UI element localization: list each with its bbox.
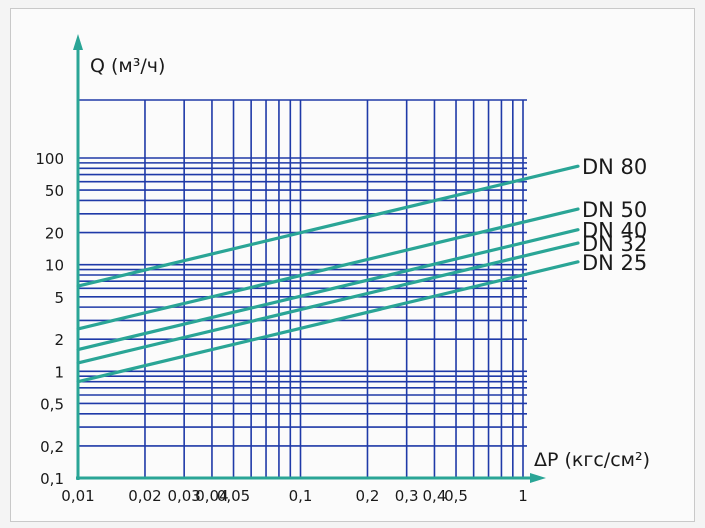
series-line-dn-80	[76, 164, 580, 288]
y-tick-label: 1	[54, 363, 64, 381]
x-tick-label: 0,05	[217, 487, 250, 505]
x-axis-arrow	[530, 473, 546, 483]
series-line-dn-40	[76, 228, 580, 352]
series-line-dn-25	[76, 260, 580, 384]
y-tick-label: 0,1	[40, 470, 64, 488]
x-tick-label: 0,04	[195, 487, 228, 505]
x-tick-label: 0,1	[289, 487, 313, 505]
series-label-dn-25: DN 25	[582, 251, 647, 275]
x-tick-label: 0,2	[356, 487, 380, 505]
series-label-dn-80: DN 80	[582, 155, 647, 179]
series-label-dn-50: DN 50	[582, 198, 647, 222]
x-tick-label: 1	[518, 487, 528, 505]
y-tick-label: 10	[45, 257, 64, 275]
y-axis-label: Q (м³/ч)	[90, 55, 165, 77]
y-tick-label: 50	[45, 182, 64, 200]
x-axis-label: ΔP (кгс/см²)	[534, 449, 650, 471]
y-tick-label: 0,5	[40, 395, 64, 413]
y-tick-label: 100	[35, 150, 64, 168]
y-tick-label: 5	[54, 289, 64, 307]
y-tick-label: 0,2	[40, 438, 64, 456]
series-line-dn-32	[76, 241, 580, 365]
series-line-dn-50	[76, 207, 580, 331]
y-tick-label: 2	[54, 331, 64, 349]
x-tick-label: 0,01	[61, 487, 94, 505]
x-tick-label: 0,03	[167, 487, 200, 505]
x-tick-label: 0,5	[444, 487, 468, 505]
series-label-dn-32: DN 32	[582, 232, 647, 256]
x-tick-label: 0,3	[395, 487, 419, 505]
series-label-dn-40: DN 40	[582, 219, 647, 243]
y-tick-label: 20	[45, 225, 64, 243]
x-tick-label: 0,4	[423, 487, 447, 505]
y-axis-arrow	[73, 34, 83, 50]
x-tick-label: 0,02	[128, 487, 161, 505]
